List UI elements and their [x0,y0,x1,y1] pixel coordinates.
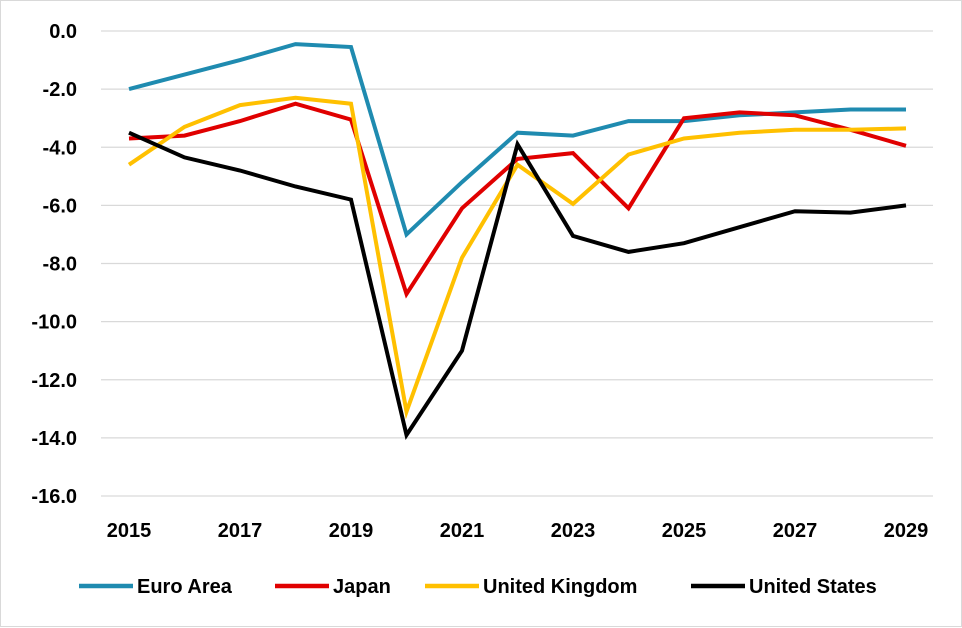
legend: Euro Area Japan United Kingdom United State… [79,576,877,598]
series-line-japan [128,101,907,299]
x-tick-label: 2023 [551,520,596,542]
x-tick-label: 2029 [884,520,929,542]
x-tick-label: 2025 [662,520,707,542]
y-tick-label: -8.0 [43,254,77,276]
x-tick-label: 2019 [329,520,374,542]
y-tick-label: -4.0 [43,137,77,159]
legend-item-euro-area: Euro Area [79,576,233,598]
y-tick-label: -6.0 [43,195,77,217]
series-lines [127,42,907,440]
x-tick-label: 2017 [218,520,263,542]
y-tick-label: -10.0 [31,312,77,334]
legend-label: Japan [333,576,391,598]
y-tick-label: -14.0 [31,428,77,450]
x-tick-label: 2015 [107,520,152,542]
legend-item-japan: Japan [275,576,391,598]
legend-label: United States [749,576,877,598]
x-tick-label: 2027 [773,520,818,542]
gridlines [101,30,933,497]
y-tick-label: -16.0 [31,486,77,508]
y-tick-label: 0.0 [49,21,77,43]
legend-label: United Kingdom [483,576,637,598]
series-line-united-states [128,130,907,440]
x-axis-tick-labels: 2015 2017 2019 2021 2023 2025 2027 2029 [107,520,929,542]
legend-item-united-states: United States [691,576,877,598]
y-tick-label: -12.0 [31,370,77,392]
series-line-united-kingdom [127,95,907,420]
legend-label: Euro Area [137,576,233,598]
y-axis-tick-labels: 0.0 -2.0 -4.0 -6.0 -8.0 -10.0 -12.0 -14.0 -16.0 [31,21,77,508]
legend-item-united-kingdom: United Kingdom [425,576,637,598]
y-tick-label: -2.0 [43,79,77,101]
x-tick-label: 2021 [440,520,485,542]
